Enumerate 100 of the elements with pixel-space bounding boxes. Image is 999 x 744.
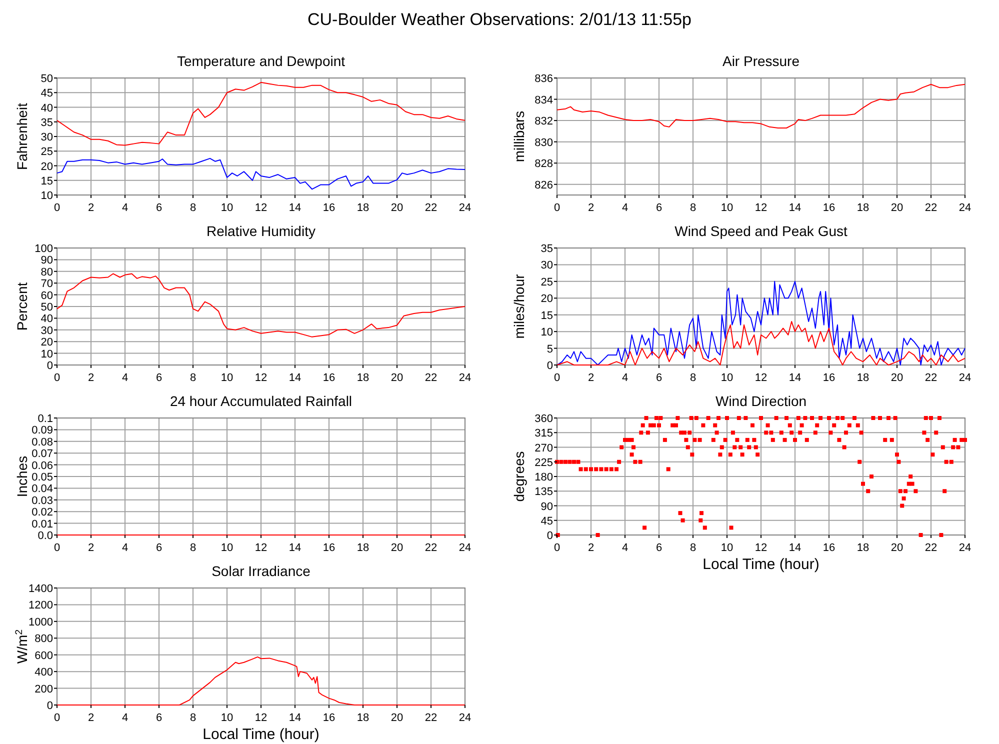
x-tick-label: 12 xyxy=(754,202,768,214)
y-tick-label: 0.08 xyxy=(32,436,53,448)
x-tick-label: 2 xyxy=(588,542,594,554)
x-tick-label: 24 xyxy=(458,542,472,554)
x-axis-title: Local Time (hour) xyxy=(702,556,820,573)
y-tick-label: 80 xyxy=(40,266,53,278)
y-tick-label: 25 xyxy=(40,146,53,158)
y-tick-label: 30 xyxy=(540,260,553,272)
x-tick-label: 14 xyxy=(788,202,802,214)
y-tick-label: 0.09 xyxy=(32,424,53,437)
x-tick-label: 16 xyxy=(322,712,336,724)
line-series xyxy=(56,158,466,190)
y-axis-title: degrees xyxy=(511,451,527,502)
x-axis-title: Local Time (hour) xyxy=(202,726,320,743)
x-tick-label: 20 xyxy=(890,372,904,384)
y-tick-label: 50 xyxy=(40,73,53,85)
x-tick-label: 6 xyxy=(656,372,662,384)
y-tick-label: 360 xyxy=(534,413,553,425)
x-tick-label: 18 xyxy=(856,372,870,384)
x-tick-label: 16 xyxy=(822,542,836,554)
x-tick-label: 12 xyxy=(754,372,768,384)
x-tick-label: 22 xyxy=(924,542,938,554)
y-tick-label: 135 xyxy=(534,486,553,498)
x-tick-label: 10 xyxy=(220,372,234,384)
y-tick-label: 0.1 xyxy=(38,413,53,425)
x-tick-label: 2 xyxy=(88,202,94,214)
y-tick-label: 800 xyxy=(34,633,53,646)
x-tick-label: 14 xyxy=(288,372,302,384)
x-tick-label: 24 xyxy=(458,372,472,384)
chart-title: Wind Direction xyxy=(715,393,807,409)
x-tick-label: 22 xyxy=(924,372,938,384)
y-tick-label: 0.05 xyxy=(32,472,53,484)
x-tick-label: 10 xyxy=(220,202,234,214)
x-tick-label: 24 xyxy=(458,712,472,724)
y-tick-label: 0 xyxy=(46,360,53,372)
y-tick-label: 0.07 xyxy=(32,448,53,460)
y-tick-label: 5 xyxy=(546,343,553,356)
y-tick-label: 600 xyxy=(34,650,53,662)
x-tick-label: 8 xyxy=(190,202,196,214)
y-tick-label: 35 xyxy=(540,243,553,255)
x-tick-label: 8 xyxy=(190,372,196,384)
x-tick-label: 8 xyxy=(690,202,696,214)
y-tick-label: 270 xyxy=(534,442,553,454)
y-tick-label: 225 xyxy=(534,456,553,469)
y-tick-label: 20 xyxy=(40,160,53,173)
y-axis-title: millibars xyxy=(511,110,527,162)
y-tick-label: 70 xyxy=(40,278,53,290)
x-tick-label: 6 xyxy=(156,372,162,384)
chart-title: Relative Humidity xyxy=(206,223,316,239)
x-tick-label: 20 xyxy=(890,202,904,214)
y-tick-label: 25 xyxy=(540,276,553,288)
y-tick-label: 834 xyxy=(534,94,553,106)
x-tick-label: 18 xyxy=(356,712,370,724)
x-tick-label: 8 xyxy=(190,542,196,554)
x-tick-label: 10 xyxy=(220,712,234,724)
y-axis-title: Percent xyxy=(14,282,30,331)
y-tick-label: 90 xyxy=(540,500,553,513)
x-tick-label: 8 xyxy=(190,712,196,724)
x-tick-label: 18 xyxy=(356,542,370,554)
x-tick-label: 6 xyxy=(656,542,662,554)
y-tick-label: 50 xyxy=(40,302,53,314)
x-tick-label: 2 xyxy=(88,542,94,554)
y-tick-label: 828 xyxy=(534,158,553,170)
x-tick-label: 16 xyxy=(322,372,336,384)
y-tick-label: 832 xyxy=(534,116,553,128)
x-tick-label: 20 xyxy=(390,542,404,554)
y-axis-title: Fahrenheit xyxy=(14,102,30,170)
chart-title: Wind Speed and Peak Gust xyxy=(674,223,848,239)
x-tick-label: 20 xyxy=(390,712,404,724)
y-tick-label: 830 xyxy=(534,136,553,149)
x-tick-label: 14 xyxy=(288,202,302,214)
y-tick-label: 1400 xyxy=(28,583,53,595)
x-tick-label: 14 xyxy=(288,712,302,724)
x-tick-label: 14 xyxy=(288,542,302,554)
x-tick-label: 16 xyxy=(322,202,336,214)
x-tick-label: 4 xyxy=(622,542,628,554)
text: CU-Boulder Weather Observations: 2/01/13 11:55p xyxy=(308,10,692,29)
x-tick-label: 6 xyxy=(156,202,162,214)
chart-title: Temperature and Dewpoint xyxy=(176,53,346,69)
x-tick-label: 12 xyxy=(254,202,268,214)
x-tick-label: 8 xyxy=(690,372,696,384)
x-tick-label: 10 xyxy=(720,372,734,384)
x-tick-label: 4 xyxy=(122,202,128,214)
y-tick-label: 200 xyxy=(34,683,53,696)
y-tick-label: 1200 xyxy=(28,600,53,612)
y-tick-label: 826 xyxy=(534,179,553,192)
x-tick-label: 6 xyxy=(656,202,662,214)
line-series xyxy=(556,280,966,366)
x-tick-label: 18 xyxy=(856,542,870,554)
x-tick-label: 10 xyxy=(720,202,734,214)
y-tick-label: 10 xyxy=(540,326,553,339)
y-tick-label: 60 xyxy=(40,290,53,302)
y-tick-label: 0.01 xyxy=(32,518,53,530)
y-tick-label: 40 xyxy=(40,102,53,114)
y-tick-label: 0.02 xyxy=(32,506,53,519)
x-tick-label: 12 xyxy=(754,542,768,554)
x-tick-label: 12 xyxy=(254,372,268,384)
line-series xyxy=(556,84,966,128)
y-tick-label: 90 xyxy=(40,254,53,267)
y-axis-title: miles/hour xyxy=(511,274,527,339)
